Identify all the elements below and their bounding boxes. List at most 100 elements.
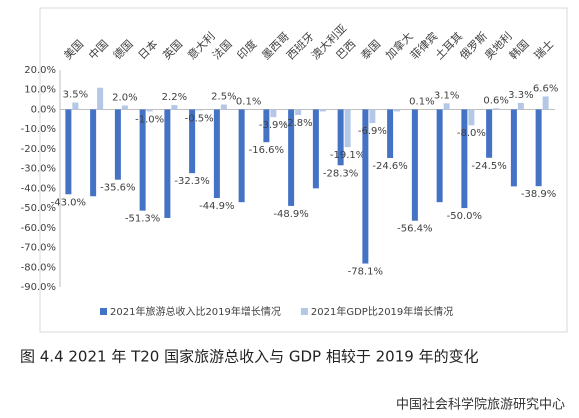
value-label: -28.3% — [323, 168, 358, 179]
y-tick-label: -70.0% — [21, 243, 56, 254]
y-tick-label: -30.0% — [21, 164, 56, 175]
bar — [337, 109, 344, 166]
y-tick-label: -10.0% — [21, 124, 56, 135]
x-tick-label: 墨西哥 — [259, 30, 292, 63]
x-tick-label: 美国 — [61, 37, 86, 62]
bar — [542, 96, 549, 110]
x-tick-label: 印度 — [234, 37, 259, 62]
x-tick-label: 俄罗斯 — [457, 30, 490, 63]
value-label: -38.9% — [521, 189, 556, 200]
bar — [295, 109, 302, 115]
bar — [220, 104, 227, 110]
value-label: -44.9% — [199, 201, 234, 212]
bar — [468, 109, 475, 126]
bar — [65, 109, 72, 195]
y-tick-label: -40.0% — [21, 183, 56, 194]
value-label: 2.2% — [162, 92, 187, 103]
legend-swatch — [300, 308, 308, 315]
y-tick-label: -80.0% — [21, 262, 56, 273]
bar — [164, 109, 171, 218]
x-tick-label: 英国 — [160, 37, 185, 62]
bar — [387, 109, 394, 158]
y-tick-label: -60.0% — [21, 223, 56, 234]
y-tick-label: -90.0% — [21, 282, 56, 293]
bar — [114, 109, 121, 180]
value-label: 0.1% — [236, 96, 261, 107]
x-tick-label: 日本 — [135, 37, 160, 62]
bar — [436, 109, 443, 203]
x-tick-label: 德国 — [110, 37, 135, 62]
value-label: -56.4% — [397, 224, 432, 235]
bar — [493, 108, 500, 110]
value-label: -24.5% — [471, 161, 506, 172]
bar — [535, 109, 542, 187]
value-label: -35.6% — [100, 183, 135, 194]
bar — [139, 109, 146, 211]
bar — [189, 109, 196, 174]
bar — [270, 109, 277, 118]
value-label: -0.5% — [185, 113, 214, 124]
bar — [312, 109, 319, 189]
y-tick-label: -50.0% — [21, 203, 56, 214]
value-label: -24.6% — [372, 161, 407, 172]
caption: 图 4.4 2021 年 T20 国家旅游总收入与 GDP 相较于 2019 年… — [20, 348, 479, 366]
value-label: -2.8% — [284, 118, 313, 129]
bar — [319, 109, 326, 112]
x-tick-label: 土耳其 — [433, 30, 466, 63]
value-label: 3.1% — [434, 90, 459, 101]
value-label: -6.9% — [358, 126, 387, 137]
value-label: -1.0% — [135, 114, 164, 125]
value-label: -51.3% — [125, 214, 160, 225]
value-label: 2.0% — [112, 93, 137, 104]
value-label: -8.0% — [457, 128, 486, 139]
bar — [486, 109, 493, 158]
value-label: -3.9% — [259, 120, 288, 131]
bar — [362, 109, 369, 264]
y-tick-label: 10.0% — [24, 85, 56, 96]
bar — [171, 105, 178, 110]
x-tick-label: 奥地利 — [481, 29, 514, 62]
watermark: 中国社会科学院旅游研究中心 — [396, 397, 565, 413]
y-tick-label: 20.0% — [24, 65, 56, 76]
bar — [213, 109, 220, 199]
x-tick-label: 意大利 — [184, 29, 217, 62]
bar — [394, 109, 401, 112]
value-label: 6.6% — [533, 83, 558, 94]
legend-label: 2021年GDP比2019年增长情况 — [311, 305, 453, 318]
bar — [196, 109, 203, 111]
value-label: 3.5% — [63, 90, 88, 101]
bar — [263, 109, 270, 143]
bar — [146, 109, 153, 112]
bar — [411, 109, 418, 221]
bar — [510, 109, 517, 187]
x-tick-label: 中国 — [86, 37, 111, 62]
value-label: -32.3% — [174, 176, 209, 187]
x-tick-label: 泰国 — [358, 37, 383, 62]
value-label: 2.5% — [211, 92, 236, 103]
value-label: 3.3% — [508, 90, 533, 101]
legend-label: 2021年旅游总收入比2019年增长情况 — [110, 305, 281, 318]
value-label: -16.6% — [249, 145, 284, 156]
legend-swatch — [100, 308, 107, 315]
chart-frame — [39, 7, 568, 333]
x-tick-label: 西班牙 — [284, 30, 317, 63]
value-label: -78.1% — [348, 267, 383, 278]
value-label: 0.6% — [483, 95, 508, 106]
x-tick-label: 加拿大 — [382, 29, 415, 62]
bar — [90, 109, 97, 197]
bar — [517, 102, 524, 110]
bar — [288, 109, 295, 206]
bar — [238, 109, 245, 203]
bar — [121, 105, 128, 110]
bar — [443, 103, 450, 110]
bar — [461, 109, 468, 209]
value-label: -48.9% — [273, 209, 308, 220]
bar — [97, 87, 104, 110]
bar — [344, 109, 351, 148]
value-label: -50.0% — [447, 211, 482, 222]
x-tick-label: 瑞士 — [531, 37, 556, 62]
bar — [72, 102, 79, 110]
value-label: -19.1% — [330, 150, 365, 161]
bar — [369, 109, 376, 124]
